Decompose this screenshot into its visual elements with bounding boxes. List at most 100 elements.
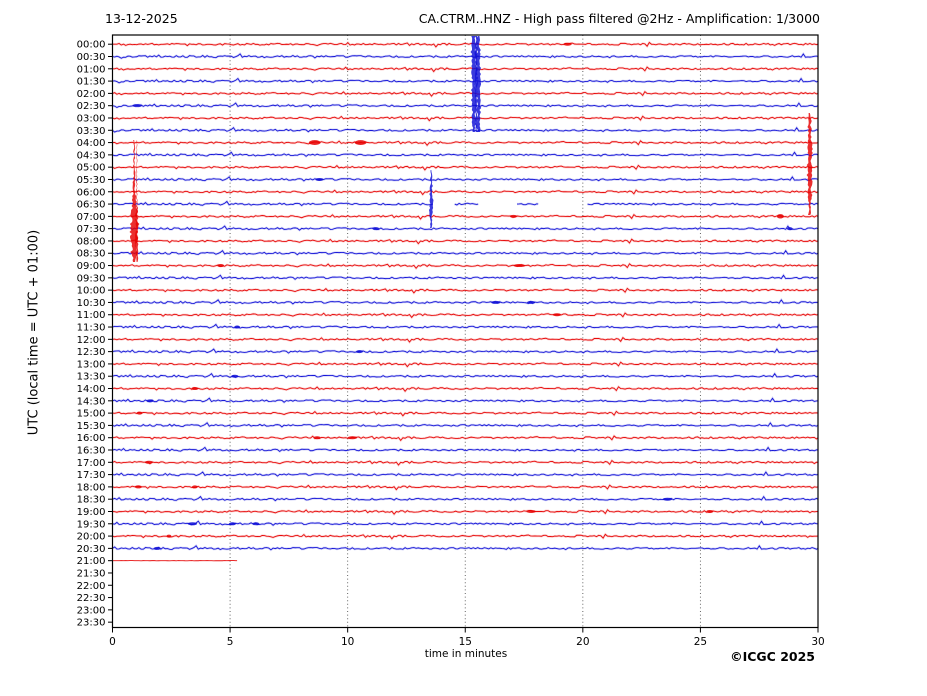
y-tick-label: 02:30 [77,101,106,112]
blue-spike-0630 [429,170,434,228]
y-tick-label: 01:30 [77,77,106,88]
seismic-trace [112,348,819,354]
y-tick-label: 08:30 [77,249,106,260]
seismic-trace [112,495,819,502]
seismic-blip [228,522,236,526]
seismic-trace [112,422,819,428]
y-tick-label: 21:30 [77,568,106,579]
date-label: 13-12-2025 [105,11,178,26]
y-tick-label: 20:00 [77,532,106,543]
red-event-right-edge [806,113,813,215]
seismic-trace [112,323,819,330]
y-tick-label: 20:30 [77,544,106,555]
seismic-blip [191,387,199,391]
seismic-blip [234,325,241,329]
copyright-label: ©ICGC 2025 [730,649,815,664]
y-tick-label: 14:30 [77,396,106,407]
y-tick-label: 02:00 [77,89,106,100]
seismic-trace [112,151,819,157]
seismic-trace [112,545,819,551]
x-tick-label: 5 [227,636,234,648]
seismic-trace [112,299,819,305]
seismic-blip [513,264,526,268]
seismic-blip [136,411,143,415]
seismic-blip [252,522,260,526]
seismic-trace [112,53,819,59]
y-tick-label: 16:30 [77,446,106,457]
y-tick-label: 12:00 [77,335,106,346]
seismic-blip [144,460,154,464]
seismic-blip [166,534,172,538]
plot-frame [111,34,819,629]
seismic-trace [112,533,819,540]
y-tick-label: 04:00 [77,138,106,149]
y-tick-label: 11:00 [77,310,106,321]
seismic-trace [112,446,819,453]
seismic-blip [355,350,363,354]
seismic-trace [112,200,819,207]
y-tick-label: 00:30 [77,52,106,63]
y-tick-label: 06:00 [77,187,106,198]
x-axis-label: time in minutes [424,648,508,660]
x-tick-label: 20 [576,636,589,648]
y-tick-label: 18:30 [77,495,106,506]
seismic-trace [112,164,819,171]
seismic-blip [187,522,198,526]
seismic-blip [786,227,793,231]
y-tick-label: 06:30 [77,200,106,211]
y-tick-label: 03:30 [77,126,106,137]
seismic-trace [112,140,819,147]
y-tick-label: 16:00 [77,433,106,444]
seismic-trace [112,410,819,417]
x-tick-label: 15 [459,636,472,648]
seismic-blip [308,140,321,145]
seismic-trace [112,372,819,379]
x-tick-label: 30 [811,636,824,648]
seismic-trace [112,41,819,48]
y-tick-label: 03:00 [77,113,106,124]
seismic-trace [112,189,819,196]
seismic-trace [112,90,819,97]
seismic-blip [315,177,324,181]
y-tick-label: 14:00 [77,384,106,395]
y-tick-label: 17:00 [77,458,106,469]
large-blue-event-0130 [474,36,478,132]
seismic-blip [217,264,225,268]
seismic-trace [112,115,819,122]
seismic-blip [134,485,142,489]
seismic-blip [132,104,142,108]
y-tick-label: 01:00 [77,64,106,75]
seismic-blip [552,313,562,317]
seismic-trace [112,225,819,231]
y-tick-label: 19:00 [77,507,106,518]
seismic-blip [662,497,673,501]
seismic-blip [706,509,714,513]
seismic-trace [112,397,819,403]
y-tick-label: 08:00 [77,236,106,247]
seismic-trace [112,312,819,319]
large-blue-event-0130 [475,36,482,132]
y-axis-label: UTC (local time = UTC + 01:00) [26,229,42,436]
y-tick-label: 13:30 [77,372,106,383]
seismic-trace [112,471,819,477]
seismic-blip [153,546,161,550]
y-tick-label: 09:30 [77,273,106,284]
y-tick-label: 05:30 [77,175,106,186]
y-tick-label: 12:30 [77,347,106,358]
seismic-blip [347,436,358,440]
seismic-trace [112,336,819,343]
seismic-trace [112,238,819,245]
large-red-event-0630 [134,140,139,262]
y-tick-label: 22:30 [77,593,106,604]
y-tick-label: 23:00 [77,605,106,616]
y-tick-label: 05:00 [77,163,106,174]
seismic-trace [112,509,819,515]
seismic-trace [112,126,819,133]
seismic-trace [112,77,819,84]
y-tick-label: 10:00 [77,286,106,297]
seismic-trace [112,386,819,392]
seismic-trace [112,274,819,280]
seismic-blip [509,214,517,218]
